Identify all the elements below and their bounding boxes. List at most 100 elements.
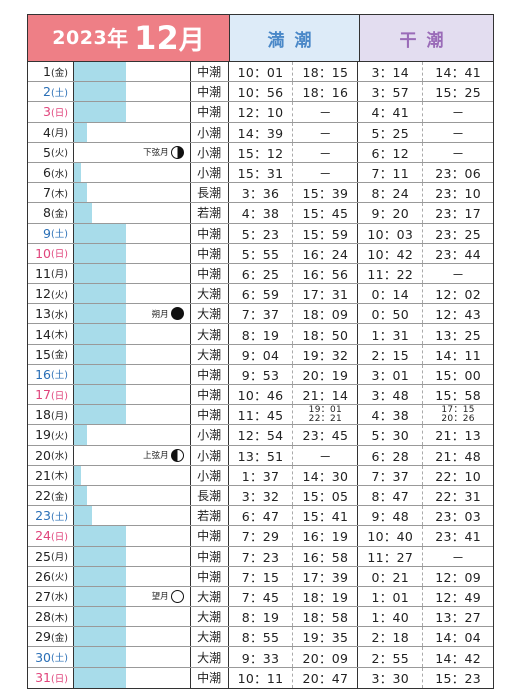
day-number: 16 [35, 366, 51, 382]
high-tide-1: 3：32 [229, 485, 294, 506]
weekday-label: (木) [51, 612, 68, 624]
high-tide-2: 18：19 [293, 586, 359, 607]
high-tide-1: 11：45 [229, 405, 294, 425]
high-tide-1: 13：51 [229, 445, 294, 465]
low-tide-1: 1：01 [358, 586, 424, 607]
table-row: 13 (水) 朔月 大潮 7：37 18：09 0：50 12：43 [28, 304, 493, 325]
date-cell: 1 (金) [28, 62, 74, 82]
low-tide-1: 3：48 [358, 385, 424, 405]
tide-type-cell: 小潮 [191, 445, 229, 465]
low-tide-1: 0：14 [358, 284, 424, 304]
tide-range-bar [73, 506, 93, 526]
date-cell: 9 (土) [28, 223, 74, 243]
date-cell: 18 (月) [28, 405, 74, 425]
high-tide-2: － [293, 445, 359, 465]
low-tide-2: 17：15 20：26 [423, 405, 493, 424]
low-tide-2: 23：44 [435, 246, 481, 262]
tide-range-cell [73, 344, 191, 364]
date-cell: 21 (木) [28, 465, 74, 485]
tide-range-bar [73, 647, 127, 667]
tide-range-bar [73, 183, 87, 203]
high-tide-1: 9：04 [229, 344, 294, 364]
low-tide-2: 23：41 [435, 529, 481, 545]
weekday-label: (金) [51, 350, 68, 362]
table-row: 15 (金) 大潮 9：04 19：32 2：15 14：11 [28, 344, 493, 365]
high-tide-1: 6：59 [229, 284, 294, 304]
low-tide-2: 23：17 [435, 206, 481, 222]
moon-phase-icon [170, 145, 184, 159]
high-tide-1: 6：25 [229, 263, 294, 284]
high-tide-2: － [293, 102, 359, 122]
low-tide-1: 7：11 [358, 162, 424, 183]
high-tide-2: 23：45 [293, 425, 359, 445]
low-tide-2: 15：23 [435, 671, 481, 687]
high-tide-2: 19：35 [293, 627, 359, 647]
tide-type-cell: 大潮 [191, 586, 229, 607]
weekday-label: (日) [51, 390, 68, 402]
tide-range-bar [73, 526, 127, 546]
year-label: 2023 [52, 27, 108, 49]
tide-range-bar [73, 405, 127, 425]
tide-range-cell [73, 405, 191, 425]
low-tide-1: 4：41 [358, 102, 424, 122]
high-tide-2: － [293, 162, 359, 183]
date-cell: 7 (木) [28, 183, 74, 203]
tide-range-cell [73, 243, 191, 263]
low-tide-1: 1：31 [358, 324, 424, 344]
tide-range-cell [73, 627, 191, 647]
weekday-label: (日) [51, 249, 68, 261]
day-number: 28 [35, 609, 51, 625]
tide-type-cell: 中潮 [191, 82, 229, 102]
date-cell: 2 (土) [28, 82, 74, 102]
low-tide-1: 1：40 [358, 607, 424, 627]
high-tide-1: 10：46 [229, 385, 294, 405]
high-tide-1: 6：47 [229, 506, 294, 526]
tide-type-cell: 長潮 [191, 485, 229, 506]
date-cell: 19 (火) [28, 425, 74, 445]
low-tide-1: 7：37 [358, 465, 424, 485]
tide-type-cell: 大潮 [191, 627, 229, 647]
high-tide-2b: 22：21 [308, 413, 343, 424]
year-suffix: 年 [107, 27, 129, 51]
high-tide-2: 15：05 [293, 485, 359, 506]
table-row: 5 (火) 下弦月 小潮 15：12 － 6：12 － [28, 142, 493, 163]
tide-range-cell [73, 324, 191, 344]
day-number: 10 [35, 245, 51, 261]
table-row: 22 (金) 長潮 3：32 15：05 8：47 22：31 [28, 485, 493, 507]
low-tide-1: 4：38 [358, 405, 424, 425]
moon-phase-label: 下弦月 [143, 143, 184, 162]
date-cell: 24 (日) [28, 526, 74, 546]
tide-range-bar [73, 425, 87, 445]
table-row: 17 (日) 中潮 10：46 21：14 3：48 15：58 [28, 385, 493, 406]
table-row: 16 (土) 中潮 9：53 20：19 3：01 15：00 [28, 364, 493, 385]
tide-range-bar [73, 243, 127, 263]
tide-type-cell: 小潮 [191, 142, 229, 162]
high-tide-2: 16：58 [293, 546, 359, 566]
low-tide-1: 11：27 [358, 546, 424, 566]
weekday-label: (金) [51, 67, 68, 79]
day-number: 5 [43, 144, 51, 160]
date-cell: 14 (木) [28, 324, 74, 344]
high-tide-2: 19：01 22：21 [293, 405, 359, 425]
table-row: 12 (火) 大潮 6：59 17：31 0：14 12：02 [28, 284, 493, 305]
low-tide-header: 干潮 [360, 15, 493, 61]
weekday-label: (火) [51, 572, 68, 584]
date-cell: 13 (水) [28, 304, 74, 324]
table-row: 28 (木) 大潮 8：19 18：58 1：40 13：27 [28, 607, 493, 628]
moon-phase-label: 上弦月 [143, 446, 184, 465]
low-tide-2: － [451, 549, 465, 565]
low-tide-1: 9：48 [358, 506, 424, 526]
tide-range-cell [73, 122, 191, 142]
high-tide-2: 20：47 [293, 667, 359, 688]
table-row: 30 (土) 大潮 9：33 20：09 2：55 14：42 [28, 647, 493, 668]
table-row: 10 (日) 中潮 5：55 16：24 10：42 23：44 [28, 243, 493, 264]
table-row: 4 (月) 小潮 14：39 － 5：25 － [28, 122, 493, 143]
low-tide-2: 12：02 [435, 287, 481, 303]
table-row: 7 (木) 長潮 3：36 15：39 8：24 23：10 [28, 183, 493, 204]
table-row: 11 (月) 中潮 6：25 16：56 11：22 － [28, 263, 493, 285]
tide-type-cell: 大潮 [191, 304, 229, 324]
tide-range-cell [73, 485, 191, 506]
low-tide-2: － [451, 145, 465, 161]
low-tide-2: 12：09 [435, 569, 481, 585]
high-tide-1: 3：36 [229, 183, 294, 203]
